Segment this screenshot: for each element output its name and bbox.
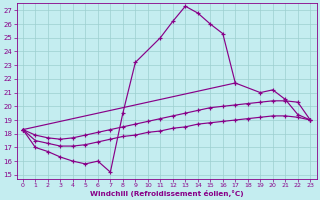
X-axis label: Windchill (Refroidissement éolien,°C): Windchill (Refroidissement éolien,°C) [90, 190, 244, 197]
